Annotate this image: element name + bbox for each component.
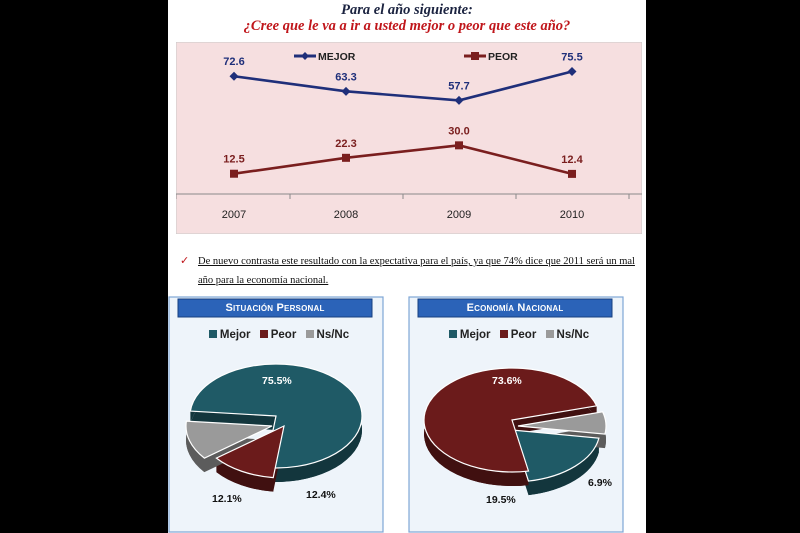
pie-legend: Mejor Peor Ns/Nc (408, 329, 624, 341)
legend-swatch-nsnc (305, 330, 314, 338)
pie-chart-economia-nacional (408, 296, 624, 533)
pie-legend: Mejor Peor Ns/Nc (168, 329, 384, 341)
pie-title-bar (177, 298, 373, 318)
pie-slice-mejor (189, 363, 363, 469)
pie-panel-situacion-personal: Situación Personal Mejor Peor Ns/Nc 75.5… (168, 296, 384, 533)
title-line-1: Para el año siguiente: (341, 2, 473, 18)
point-mejor-2008 (341, 86, 351, 96)
legend-label-peor: Peor (510, 329, 537, 341)
point-mejor-2010 (567, 67, 577, 77)
legend-label-mejor: MEJOR (318, 51, 356, 63)
title-question: ¿Cree que le va a ir a usted mejor o peo… (243, 18, 571, 34)
data-label-peor-2007: 12.5 (223, 154, 244, 166)
pie-label-nsnc: 12.1% (212, 493, 242, 505)
pie-label-nsnc: 6.9% (588, 477, 612, 489)
pie-label-mejor: 75.5% (262, 375, 292, 387)
legend-label-peor: Peor (270, 329, 297, 341)
data-label-peor-2008: 22.3 (335, 138, 356, 150)
legend-swatch-mejor (208, 330, 217, 338)
point-peor-2008 (342, 153, 350, 162)
pie-chart-situacion-personal (168, 296, 384, 533)
pie-label-mejor-slice-peor: 73.6% (492, 375, 522, 387)
x-tick-label: 2009 (447, 209, 471, 221)
series-line-peor (233, 144, 573, 176)
legend-swatch-peor (259, 330, 268, 338)
note: ✓ De nuevo contrasta este resultado con … (180, 252, 642, 290)
pie-title: Situación Personal (225, 302, 325, 314)
legend-label-nsnc: Ns/Nc (316, 329, 350, 341)
pie-title: Economía Nacional (466, 302, 564, 314)
pie-title-bar (417, 298, 613, 318)
legend-marker-mejor (301, 52, 309, 60)
pie-label-peor: 12.4% (306, 489, 336, 501)
pie-slice-band (528, 438, 599, 496)
legend-marker-peor (471, 52, 479, 60)
data-label-mejor-2009: 57.7 (448, 80, 469, 92)
data-label-peor-2010: 12.4 (561, 154, 583, 166)
note-text: De nuevo contrasta este resultado con la… (198, 256, 635, 286)
slide: Para el año siguiente: ¿Cree que le va a… (168, 0, 646, 533)
point-peor-2009 (455, 141, 463, 150)
checkmark-icon: ✓ (180, 255, 190, 267)
pie-slice-nsnc (185, 420, 273, 459)
pie-panel-economia-nacional: Economía Nacional Mejor Peor Ns/Nc 73.6%… (408, 296, 624, 533)
data-label-peor-2009: 30.0 (448, 125, 469, 137)
pie-slice-nsnc (517, 411, 607, 435)
legend-swatch-peor (499, 330, 508, 338)
legend-label-mejor: Mejor (459, 329, 491, 341)
legend-swatch-nsnc (545, 330, 554, 338)
legend-label-peor: PEOR (488, 51, 518, 63)
x-tick-label: 2010 (560, 209, 584, 221)
legend-swatch-mejor (448, 330, 457, 338)
pie-slice-mejor (511, 429, 600, 482)
x-tick-label: 2008 (334, 209, 358, 221)
pie-label-mejor: 19.5% (486, 494, 516, 506)
series-line-mejor (233, 70, 573, 102)
pie-slice-band (186, 421, 205, 473)
legend-label-nsnc: Ns/Nc (556, 329, 590, 341)
point-mejor-2007 (229, 71, 239, 81)
pie-slice-peor (423, 367, 598, 473)
data-label-mejor-2010: 75.5 (561, 52, 582, 64)
point-peor-2010 (568, 169, 576, 178)
line-chart: 2007 2008 2009 2010 MEJOR PEOR 72.6 63.3 57.7 75.… (176, 42, 642, 234)
pie-slice-peor (215, 424, 285, 479)
data-label-mejor-2007: 72.6 (223, 56, 244, 68)
x-tick-label: 2007 (222, 209, 246, 221)
point-mejor-2009 (454, 95, 464, 105)
data-label-mejor-2008: 63.3 (335, 71, 356, 83)
point-peor-2007 (230, 169, 238, 178)
pie-slice-band (216, 458, 274, 492)
legend-label-mejor: Mejor (219, 329, 251, 341)
